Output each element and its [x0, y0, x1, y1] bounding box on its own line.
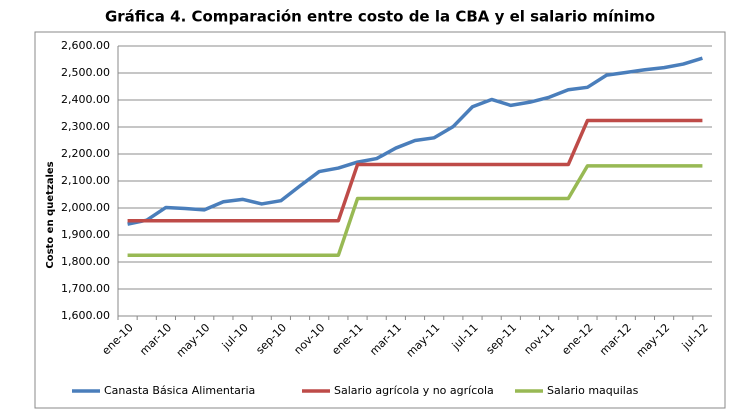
y-tick-label: 2,000.00 — [61, 201, 110, 214]
y-axis-label: Costo en quetzales — [45, 161, 56, 268]
y-tick-label: 2,100.00 — [61, 174, 110, 187]
y-tick-label: 2,300.00 — [61, 120, 110, 133]
y-tick-label: 2,400.00 — [61, 93, 110, 106]
series-line — [127, 118, 703, 223]
y-tick-label: 1,900.00 — [61, 228, 110, 241]
legend-label: Salario maquilas — [547, 384, 639, 397]
y-tick-label: 2,200.00 — [61, 147, 110, 160]
y-tick-label: 1,700.00 — [61, 282, 110, 295]
y-tick-label: 2,500.00 — [61, 66, 110, 79]
y-tick-label: 1,800.00 — [61, 255, 110, 268]
y-tick-label: 2,600.00 — [61, 39, 110, 52]
series-line — [127, 164, 703, 257]
chart-title: Gráfica 4. Comparación entre costo de la… — [105, 8, 655, 26]
y-tick-label: 1,600.00 — [61, 309, 110, 322]
legend-label: Salario agrícola y no agrícola — [334, 384, 494, 397]
legend-label: Canasta Básica Alimentaria — [104, 384, 255, 397]
series-line — [127, 56, 703, 226]
